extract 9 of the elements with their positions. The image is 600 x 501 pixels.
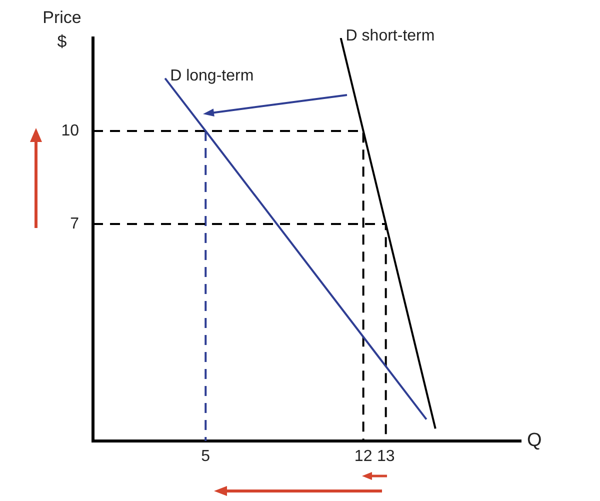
x-tick-label: 12 bbox=[354, 448, 372, 466]
y-tick-label: 10 bbox=[61, 122, 80, 140]
y-tick-label: 7 bbox=[70, 215, 80, 232]
x-tick-label: 5 bbox=[201, 448, 210, 466]
series-label: D short-term bbox=[346, 27, 435, 44]
x-tick-label: 13 bbox=[376, 448, 395, 466]
series-label: D long-term bbox=[170, 68, 254, 85]
y-axis-title: Price $ bbox=[42, 8, 82, 51]
x-axis-title: Q bbox=[527, 430, 542, 452]
